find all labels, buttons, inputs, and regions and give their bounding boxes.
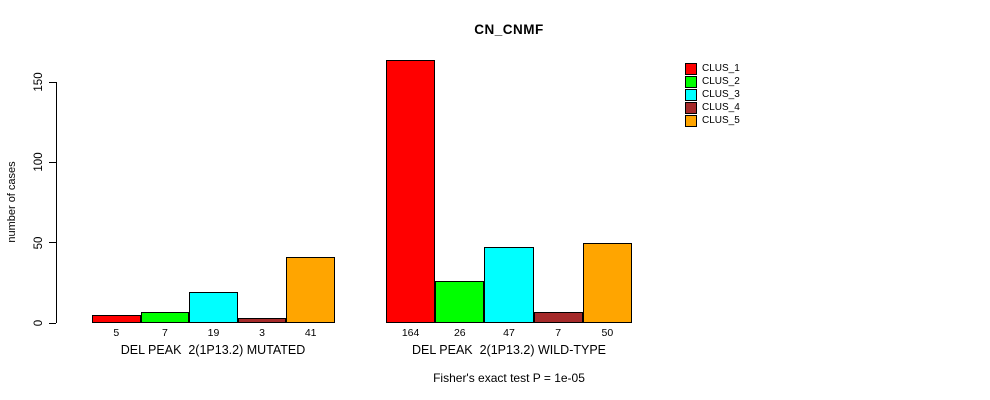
bar-clus_3 [189, 292, 238, 323]
legend-item-clus_1: CLUS_1 [685, 62, 740, 75]
y-axis-tick [49, 242, 56, 244]
y-axis-label: number of cases [6, 161, 18, 243]
bar-clus_2 [435, 281, 485, 323]
y-axis-tick [49, 81, 56, 83]
legend-swatch-icon [685, 75, 697, 88]
legend-item-clus_5: CLUS_5 [685, 114, 740, 127]
bar-clus_5 [286, 257, 335, 323]
bar-clus_3 [484, 247, 534, 323]
bar-clus_5 [582, 242, 632, 323]
y-axis-tick [49, 161, 56, 163]
fisher-test-annotation: Fisher's exact test P = 1e-05 [433, 371, 585, 385]
legend-label: CLUS_2 [702, 76, 740, 87]
bar-clus_4 [533, 311, 583, 323]
legend-item-clus_4: CLUS_4 [685, 101, 740, 114]
y-axis-tick-label: 150 [33, 72, 45, 92]
legend-swatch-icon [685, 101, 697, 114]
y-axis-tick-label: 50 [33, 236, 45, 250]
group-label-mutated: DEL PEAK 2(1P13.2) MUTATED [120, 343, 306, 357]
legend-label: CLUS_4 [702, 102, 740, 113]
legend-label: CLUS_5 [702, 115, 740, 126]
legend-item-clus_2: CLUS_2 [685, 75, 740, 88]
legend-item-clus_3: CLUS_3 [685, 88, 740, 101]
bar-value-label: 26 [453, 327, 466, 339]
bar-value-label: 41 [304, 327, 317, 339]
legend-swatch-icon [685, 62, 697, 75]
legend-swatch-icon [685, 88, 697, 101]
bar-value-label: 7 [555, 327, 562, 339]
bar-value-label: 7 [161, 327, 168, 339]
bar-value-label: 19 [207, 327, 220, 339]
legend-swatch-icon [685, 114, 697, 127]
bar-value-label: 3 [259, 327, 266, 339]
bar-clus_1 [92, 314, 141, 323]
bar-value-label: 47 [503, 327, 515, 339]
legend-label: CLUS_1 [702, 63, 740, 74]
bar-value-label: 5 [113, 327, 120, 339]
y-axis-tick-label: 0 [33, 319, 45, 327]
bar-clus_1 [386, 59, 436, 323]
bar-clus_2 [140, 311, 190, 323]
y-axis-tick [49, 322, 56, 324]
legend: CLUS_1 CLUS_2 CLUS_3 CLUS_4 CLUS_5 [685, 62, 740, 127]
bar-value-label: 50 [601, 327, 614, 339]
legend-label: CLUS_3 [702, 89, 740, 100]
bar-value-label: 164 [401, 327, 420, 339]
group-label-wild-type: DEL PEAK 2(1P13.2) WILD-TYPE [411, 343, 607, 357]
y-axis-tick-label: 100 [33, 152, 45, 172]
y-axis-line [56, 82, 57, 323]
bar-clus_4 [237, 318, 287, 323]
chart-title: CN_CNMF [474, 22, 544, 37]
